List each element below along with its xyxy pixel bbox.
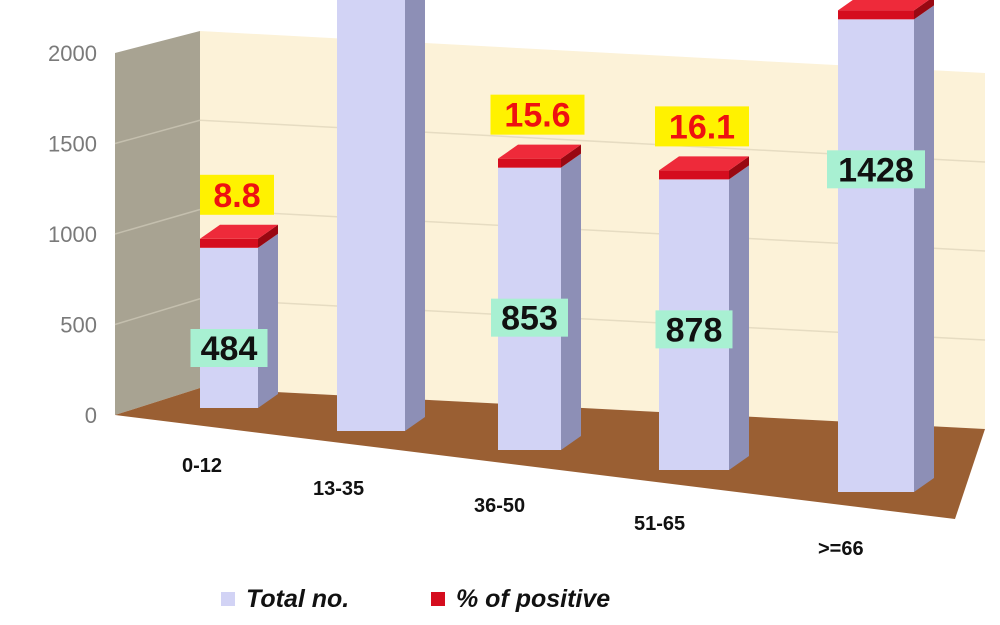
bar-cap-side [561,144,581,168]
bar-side [729,165,749,470]
category-label: 0-12 [182,455,222,477]
legend: Total no. % of positive [221,585,610,613]
legend-swatch-positive [431,592,445,606]
y-tick-label: 1000 [48,222,97,247]
bar-cap-top [498,144,581,159]
y-tick-label: 1500 [48,132,97,157]
bar-cap-top [200,224,278,239]
value-label: 878 [666,311,723,349]
y-tick-label: 500 [60,313,97,338]
bar-front [337,0,405,432]
bar-front [200,247,258,408]
bar-cap-top [659,156,749,171]
category-label: >=66 [818,538,864,560]
value-label: 853 [501,300,558,338]
value-label-bg [655,310,733,349]
value-label: 484 [201,330,258,368]
legend-label-total: Total no. [246,585,349,613]
legend-label-positive: % of positive [456,585,610,613]
category-label: 13-35 [313,478,364,500]
y-tick-label: 2000 [48,41,97,66]
gridline-side [114,119,201,145]
category-label: 36-50 [474,495,525,517]
bar-cap-front [498,158,561,168]
bar-side [258,233,278,408]
value-label-bg [190,329,268,367]
percent-label: 8.8 [213,177,260,215]
bar-cap-front [200,238,258,248]
gridline-side [114,298,201,326]
percent-label-bg [655,106,749,147]
percent-label: 15.6 [504,97,570,135]
bar-cap-side [258,224,278,248]
bar-cap-front [659,170,729,180]
bar-front [838,19,914,492]
percent-label-bg [200,174,274,215]
category-label: 51-65 [634,513,685,535]
side-wall [115,31,200,415]
bar-cap-side [914,0,934,20]
value-label-bg [827,150,925,189]
percent-label: 16.1 [669,108,735,146]
legend-swatch-total [221,592,235,606]
category-labels: 0-12 13-35 36-50 51-65 >=66 [182,455,864,560]
y-tick-label: 0 [85,403,97,428]
bar-side [405,0,425,431]
percent-label-bg [490,94,585,135]
bar-cap-top [838,0,929,11]
bar-cap-side [729,156,749,180]
bar-side [914,5,934,492]
bar-cap-front [838,10,914,20]
value-label: 1428 [838,151,914,189]
gridline-side [114,208,201,235]
floor [115,388,985,519]
value-label-bg [491,298,568,337]
y-axis-ticks: 0 500 1000 1500 2000 [48,41,97,428]
bar-side [561,153,581,451]
